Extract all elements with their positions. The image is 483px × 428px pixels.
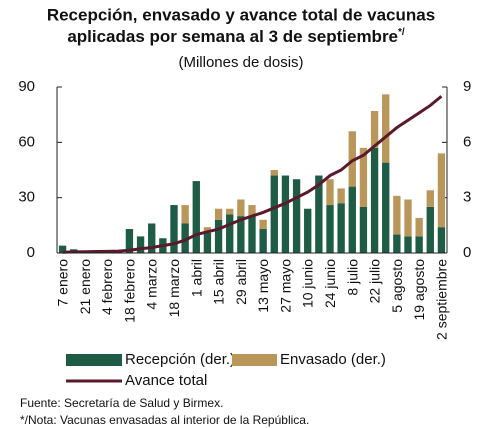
x-tick-label: 7 enero — [55, 259, 71, 307]
x-tick-label: 21 enero — [77, 259, 93, 314]
bar — [404, 236, 412, 253]
bar — [326, 205, 334, 253]
bar — [437, 153, 446, 228]
bar — [58, 245, 67, 253]
bar — [125, 229, 134, 253]
legend-label: Envasado (der.) — [280, 351, 386, 368]
x-tick-label: 15 abril — [211, 259, 227, 305]
chart-title: Recepción, envasado y avance total de va… — [47, 5, 435, 24]
line — [62, 95, 443, 254]
bar — [270, 170, 278, 176]
bar — [181, 205, 189, 224]
y2-tick-label: 9 — [463, 78, 471, 95]
x-tick-label: 29 abril — [233, 259, 249, 305]
x-tick-label: 4 marzo — [144, 259, 160, 310]
bar — [248, 205, 256, 217]
bar — [348, 186, 356, 253]
y2-tick-label: 0 — [463, 244, 471, 261]
bar — [259, 229, 267, 253]
bar — [304, 208, 312, 253]
legend-swatch — [232, 354, 277, 366]
bar — [237, 216, 245, 253]
footnote: */Nota: Vacunas envasadas al interior de… — [20, 413, 309, 427]
legend-swatch — [66, 354, 122, 366]
x-tick-label: 18 marzo — [166, 259, 182, 318]
bar — [426, 206, 434, 253]
bar — [181, 223, 189, 253]
bar — [393, 195, 401, 235]
bar — [370, 110, 379, 148]
x-tick-label: 18 febrero — [121, 259, 137, 323]
y2-tick-label: 3 — [463, 189, 471, 206]
x-tick-label: 27 mayo — [277, 259, 293, 313]
bar — [237, 199, 245, 217]
x-tick-label: 24 junio — [322, 259, 338, 308]
bar — [203, 232, 212, 253]
chart-title: aplicadas por semana al 3 de septiembre*… — [67, 27, 405, 47]
title-line: aplicadas por semana al 3 de septiembre — [67, 27, 398, 46]
title-note: */ — [398, 27, 405, 38]
legend-label: Recepción (der.) — [125, 351, 235, 368]
x-tick-label: 22 julio — [367, 259, 383, 304]
bar — [292, 179, 301, 253]
x-tick-label: 10 junio — [300, 259, 316, 308]
bar — [382, 94, 390, 163]
bar — [315, 175, 323, 253]
bar — [226, 208, 234, 215]
bar — [359, 206, 368, 253]
x-tick-label: 8 julio — [344, 259, 360, 296]
bar — [426, 190, 434, 207]
y-tick-label: 0 — [27, 244, 35, 261]
bar — [437, 227, 446, 253]
x-tick-label: 19 agosto — [411, 259, 427, 321]
bar — [226, 214, 234, 253]
bar — [415, 217, 423, 237]
bar — [337, 188, 345, 204]
legend-label: Avance total — [125, 372, 207, 389]
bar — [326, 179, 334, 206]
bar — [370, 147, 379, 253]
bar — [281, 175, 290, 253]
bar — [393, 234, 401, 253]
bar — [415, 236, 423, 253]
source-note: Fuente: Secretaría de Salud y Birmex. — [20, 396, 223, 410]
y-tick-label: 90 — [18, 78, 35, 95]
bar — [192, 181, 200, 253]
y2-tick-label: 6 — [463, 133, 471, 150]
y-tick-label: 60 — [18, 133, 35, 150]
bar — [382, 162, 390, 253]
x-tick-label: 5 agosto — [389, 259, 405, 313]
x-tick-label: 13 mayo — [255, 259, 271, 313]
x-tick-label: 2 septiembre — [433, 259, 449, 340]
bar — [359, 147, 368, 207]
y-tick-label: 30 — [18, 189, 35, 206]
bar — [404, 199, 412, 237]
bar — [203, 227, 212, 233]
bar — [148, 223, 156, 253]
bar — [337, 203, 345, 253]
bar — [259, 219, 267, 230]
bar — [270, 175, 278, 253]
bar — [248, 216, 256, 253]
bar — [214, 208, 223, 220]
bar — [170, 205, 178, 253]
x-tick-label: 1 abril — [188, 259, 204, 297]
x-tick-label: 4 febrero — [99, 259, 115, 315]
bar — [136, 236, 145, 253]
bar — [214, 219, 223, 253]
bar — [348, 131, 356, 187]
chart-subtitle: (Millones de dosis) — [178, 54, 303, 71]
